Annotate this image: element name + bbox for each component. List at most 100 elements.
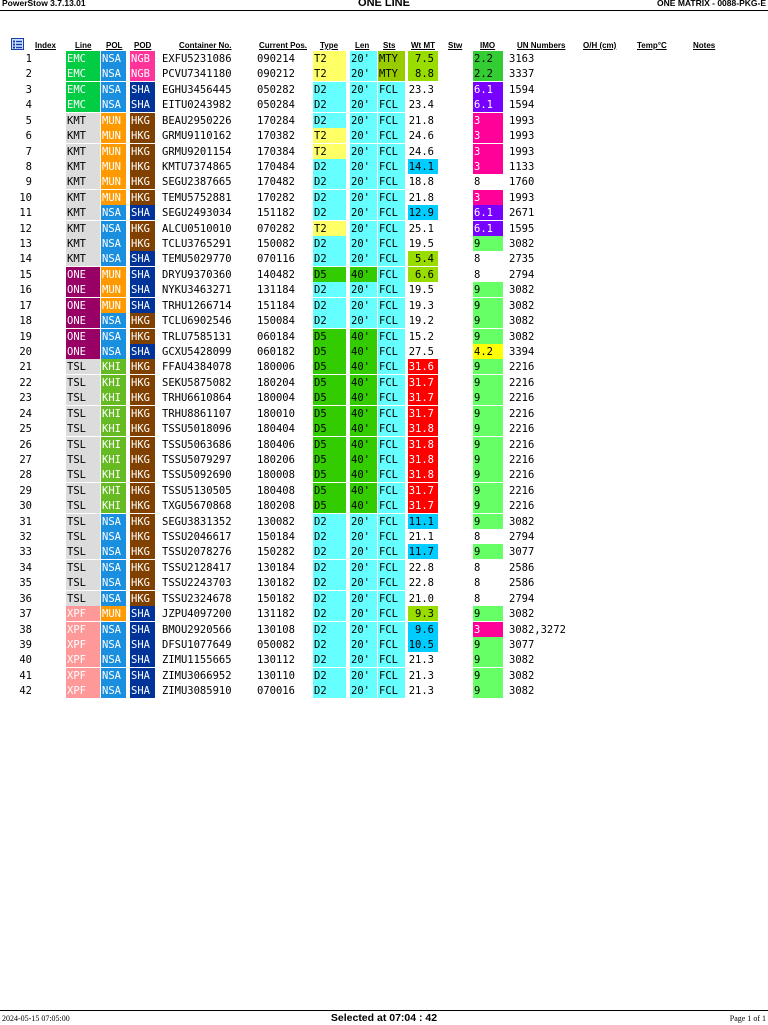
type-cell: D2 — [313, 590, 346, 606]
row-index: 33 — [19, 546, 32, 559]
current-position: 180208 — [257, 500, 295, 513]
header-pol[interactable]: POL — [106, 41, 123, 50]
container-number: TCLU3765291 — [162, 238, 232, 251]
header-length[interactable]: Len — [355, 41, 370, 50]
weight-cell: 6.6 — [408, 266, 438, 282]
table-row[interactable]: 15 ONE MUN SHA DRYU9370360 140482 D5 40' FCL 6.6 8… — [0, 266, 768, 282]
table-row[interactable]: 26 TSL KHI HKG TSSU5063686 180406 D5 40' FCL 31.8… — [0, 436, 768, 452]
row-index: 32 — [19, 531, 32, 544]
imo-cell: 2.2 — [473, 51, 503, 66]
table-row[interactable]: 16 ONE MUN SHA NYKU3463271 131184 D2 20' FCL 19.5… — [0, 282, 768, 298]
header-position[interactable]: Current Pos. — [259, 41, 308, 50]
un-numbers-cell: 2735 — [509, 253, 535, 266]
table-row[interactable]: 4 EMC NSA SHA EITU0243982 050284 D2 20' FCL 23.4 6… — [0, 97, 768, 113]
header-notes[interactable]: Notes — [693, 41, 716, 50]
table-row[interactable]: 5 KMT MUN HKG BEAU2950226 170284 D2 20' FCL 21.8 3… — [0, 112, 768, 128]
status-cell: FCL — [378, 498, 405, 514]
table-row[interactable]: 37 XPF MUN SHA JZPU4097200 131182 D2 20' FCL 9.3 9… — [0, 606, 768, 622]
table-row[interactable]: 29 TSL KHI HKG TSSU5130505 180408 D5 40' FCL 31.7… — [0, 482, 768, 498]
table-row[interactable]: 21 TSL KHI HKG FFAU4384078 180006 D5 40' FCL 31.6… — [0, 359, 768, 375]
line-cell: TSL — [66, 575, 100, 591]
header-weight[interactable]: Wt MT — [411, 41, 435, 50]
header-line[interactable]: Line — [75, 41, 92, 50]
table-row[interactable]: 14 KMT NSA SHA TEMU5029770 070116 D2 20' FCL 5.4 8… — [0, 251, 768, 267]
table-row[interactable]: 25 TSL KHI HKG TSSU5018096 180404 D5 40' FCL 31.8… — [0, 421, 768, 437]
container-number: SEGU2493034 — [162, 207, 232, 220]
weight-cell: 9.3 — [408, 606, 438, 622]
table-row[interactable]: 17 ONE MUN SHA TRHU1266714 151184 D2 20' FCL 19.3… — [0, 297, 768, 313]
header-status[interactable]: Sts — [383, 41, 396, 50]
status-cell: FCL — [378, 143, 405, 159]
table-row[interactable]: 35 TSL NSA HKG TSSU2243703 130182 D2 20' FCL 22.8… — [0, 575, 768, 591]
table-row[interactable]: 39 XPF NSA SHA DFSU1077649 050082 D2 20' FCL 10.5… — [0, 636, 768, 652]
length-cell: 20' — [350, 236, 377, 252]
table-row[interactable]: 32 TSL NSA HKG TSSU2046617 150184 D2 20' FCL 21.1… — [0, 529, 768, 545]
table-row[interactable]: 23 TSL KHI HKG TRHU6610864 180004 D5 40' FCL 31.7… — [0, 390, 768, 406]
report-title: ONE LINE — [358, 0, 410, 9]
table-row[interactable]: 2 EMC NSA NGB PCVU7341180 090212 T2 20' MTY 8.8 2.… — [0, 66, 768, 82]
un-numbers-cell: 1760 — [509, 176, 535, 189]
pod-cell: HKG — [130, 436, 155, 452]
row-index: 20 — [19, 345, 32, 358]
pod-cell: SHA — [130, 282, 155, 298]
table-row[interactable]: 1 EMC NSA NGB EXFU5231086 090214 T2 20' MTY 7.5 2.… — [0, 51, 768, 66]
status-cell: FCL — [378, 513, 405, 529]
table-row[interactable]: 13 KMT NSA HKG TCLU3765291 150082 D2 20' FCL 19.5… — [0, 236, 768, 252]
un-numbers-cell: 2216 — [509, 423, 535, 436]
header-pod[interactable]: POD — [134, 41, 152, 50]
table-row[interactable]: 38 XPF NSA SHA BMOU2920566 130108 D2 20' FCL 9.6 3… — [0, 621, 768, 637]
header-un-numbers[interactable]: UN Numbers — [517, 41, 566, 50]
header-type[interactable]: Type — [320, 41, 339, 50]
current-position: 170282 — [257, 191, 295, 204]
header-temperature[interactable]: Temp°C — [637, 41, 667, 50]
container-number: SEGU2387665 — [162, 176, 232, 189]
current-position: 180004 — [257, 392, 295, 405]
pol-cell: NSA — [101, 575, 126, 591]
table-row[interactable]: 31 TSL NSA HKG SEGU3831352 130082 D2 20' FCL 11.1… — [0, 513, 768, 529]
list-view-icon[interactable] — [11, 38, 24, 50]
table-row[interactable]: 41 XPF NSA SHA ZIMU3066952 130110 D2 20' FCL 21.3… — [0, 667, 768, 683]
table-row[interactable]: 11 KMT NSA SHA SEGU2493034 151182 D2 20' FCL 12.9… — [0, 205, 768, 221]
table-row[interactable]: 9 KMT MUN HKG SEGU2387665 170482 D2 20' FCL 18.8 8… — [0, 174, 768, 190]
pod-cell: HKG — [130, 544, 155, 560]
table-row[interactable]: 28 TSL KHI HKG TSSU5092690 180008 D5 40' FCL 31.8… — [0, 467, 768, 483]
header-over-height[interactable]: O/H (cm) — [583, 41, 617, 50]
weight-cell: 21.0 — [408, 592, 434, 605]
table-row[interactable]: 30 TSL KHI HKG TXGU5670868 180208 D5 40' FCL 31.7… — [0, 498, 768, 514]
table-row[interactable]: 42 XPF NSA SHA ZIMU3085910 070016 D2 20' FCL 21.3… — [0, 683, 768, 699]
pol-cell: KHI — [101, 467, 126, 483]
table-row[interactable]: 12 KMT NSA HKG ALCU0510010 070282 T2 20' FCL 25.1… — [0, 220, 768, 236]
current-position: 060182 — [257, 345, 295, 358]
table-row[interactable]: 7 KMT MUN HKG GRMU9201154 170384 T2 20' FCL 24.6 3… — [0, 143, 768, 159]
table-row[interactable]: 3 EMC NSA SHA EGHU3456445 050282 D2 20' FCL 23.3 6… — [0, 81, 768, 97]
header-index[interactable]: Index — [35, 41, 56, 50]
table-row[interactable]: 10 KMT MUN HKG TEMU5752881 170282 D2 20' FCL 21.8… — [0, 189, 768, 205]
header-container[interactable]: Container No. — [179, 41, 232, 50]
table-row[interactable]: 20 ONE NSA SHA GCXU5428099 060182 D5 40' FCL 27.5… — [0, 343, 768, 359]
un-numbers-cell: 3082 — [509, 608, 535, 621]
type-cell: D5 — [313, 436, 346, 452]
row-index: 22 — [19, 376, 32, 389]
status-cell: FCL — [378, 421, 405, 437]
table-row[interactable]: 6 KMT MUN HKG GRMU9110162 170382 T2 20' FCL 24.6 3… — [0, 128, 768, 144]
table-row[interactable]: 8 KMT MUN HKG KMTU7374865 170484 D2 20' FCL 14.1 3… — [0, 158, 768, 174]
row-index: 6 — [25, 130, 32, 143]
table-row[interactable]: 40 XPF NSA SHA ZIMU1155665 130112 D2 20' FCL 21.3… — [0, 652, 768, 668]
table-row[interactable]: 27 TSL KHI HKG TSSU5079297 180206 D5 40' FCL 31.8… — [0, 451, 768, 467]
container-number: TEMU5029770 — [162, 253, 232, 266]
table-row[interactable]: 19 ONE NSA HKG TRLU7585131 060184 D5 40' FCL 15.2… — [0, 328, 768, 344]
row-index: 13 — [19, 238, 32, 251]
row-index: 14 — [19, 253, 32, 266]
table-row[interactable]: 34 TSL NSA HKG TSSU2128417 130184 D2 20' FCL 22.8… — [0, 559, 768, 575]
weight-cell: 9.6 — [408, 621, 438, 637]
weight-cell: 21.3 — [408, 654, 434, 667]
length-cell: 20' — [350, 143, 377, 159]
table-row[interactable]: 33 TSL NSA HKG TSSU2078276 150282 D2 20' FCL 11.7… — [0, 544, 768, 560]
table-row[interactable]: 24 TSL KHI HKG TRHU8861107 180010 D5 40' FCL 31.7… — [0, 405, 768, 421]
header-stowage[interactable]: Stw — [448, 41, 463, 50]
row-index: 24 — [19, 407, 32, 420]
table-row[interactable]: 22 TSL KHI HKG SEKU5875082 180204 D5 40' FCL 31.7… — [0, 374, 768, 390]
header-imo[interactable]: IMO — [480, 41, 496, 50]
table-row[interactable]: 18 ONE NSA HKG TCLU6902546 150084 D2 20' FCL 19.2… — [0, 313, 768, 329]
table-row[interactable]: 36 TSL NSA HKG TSSU2324678 150182 D2 20' FCL 21.0… — [0, 590, 768, 606]
